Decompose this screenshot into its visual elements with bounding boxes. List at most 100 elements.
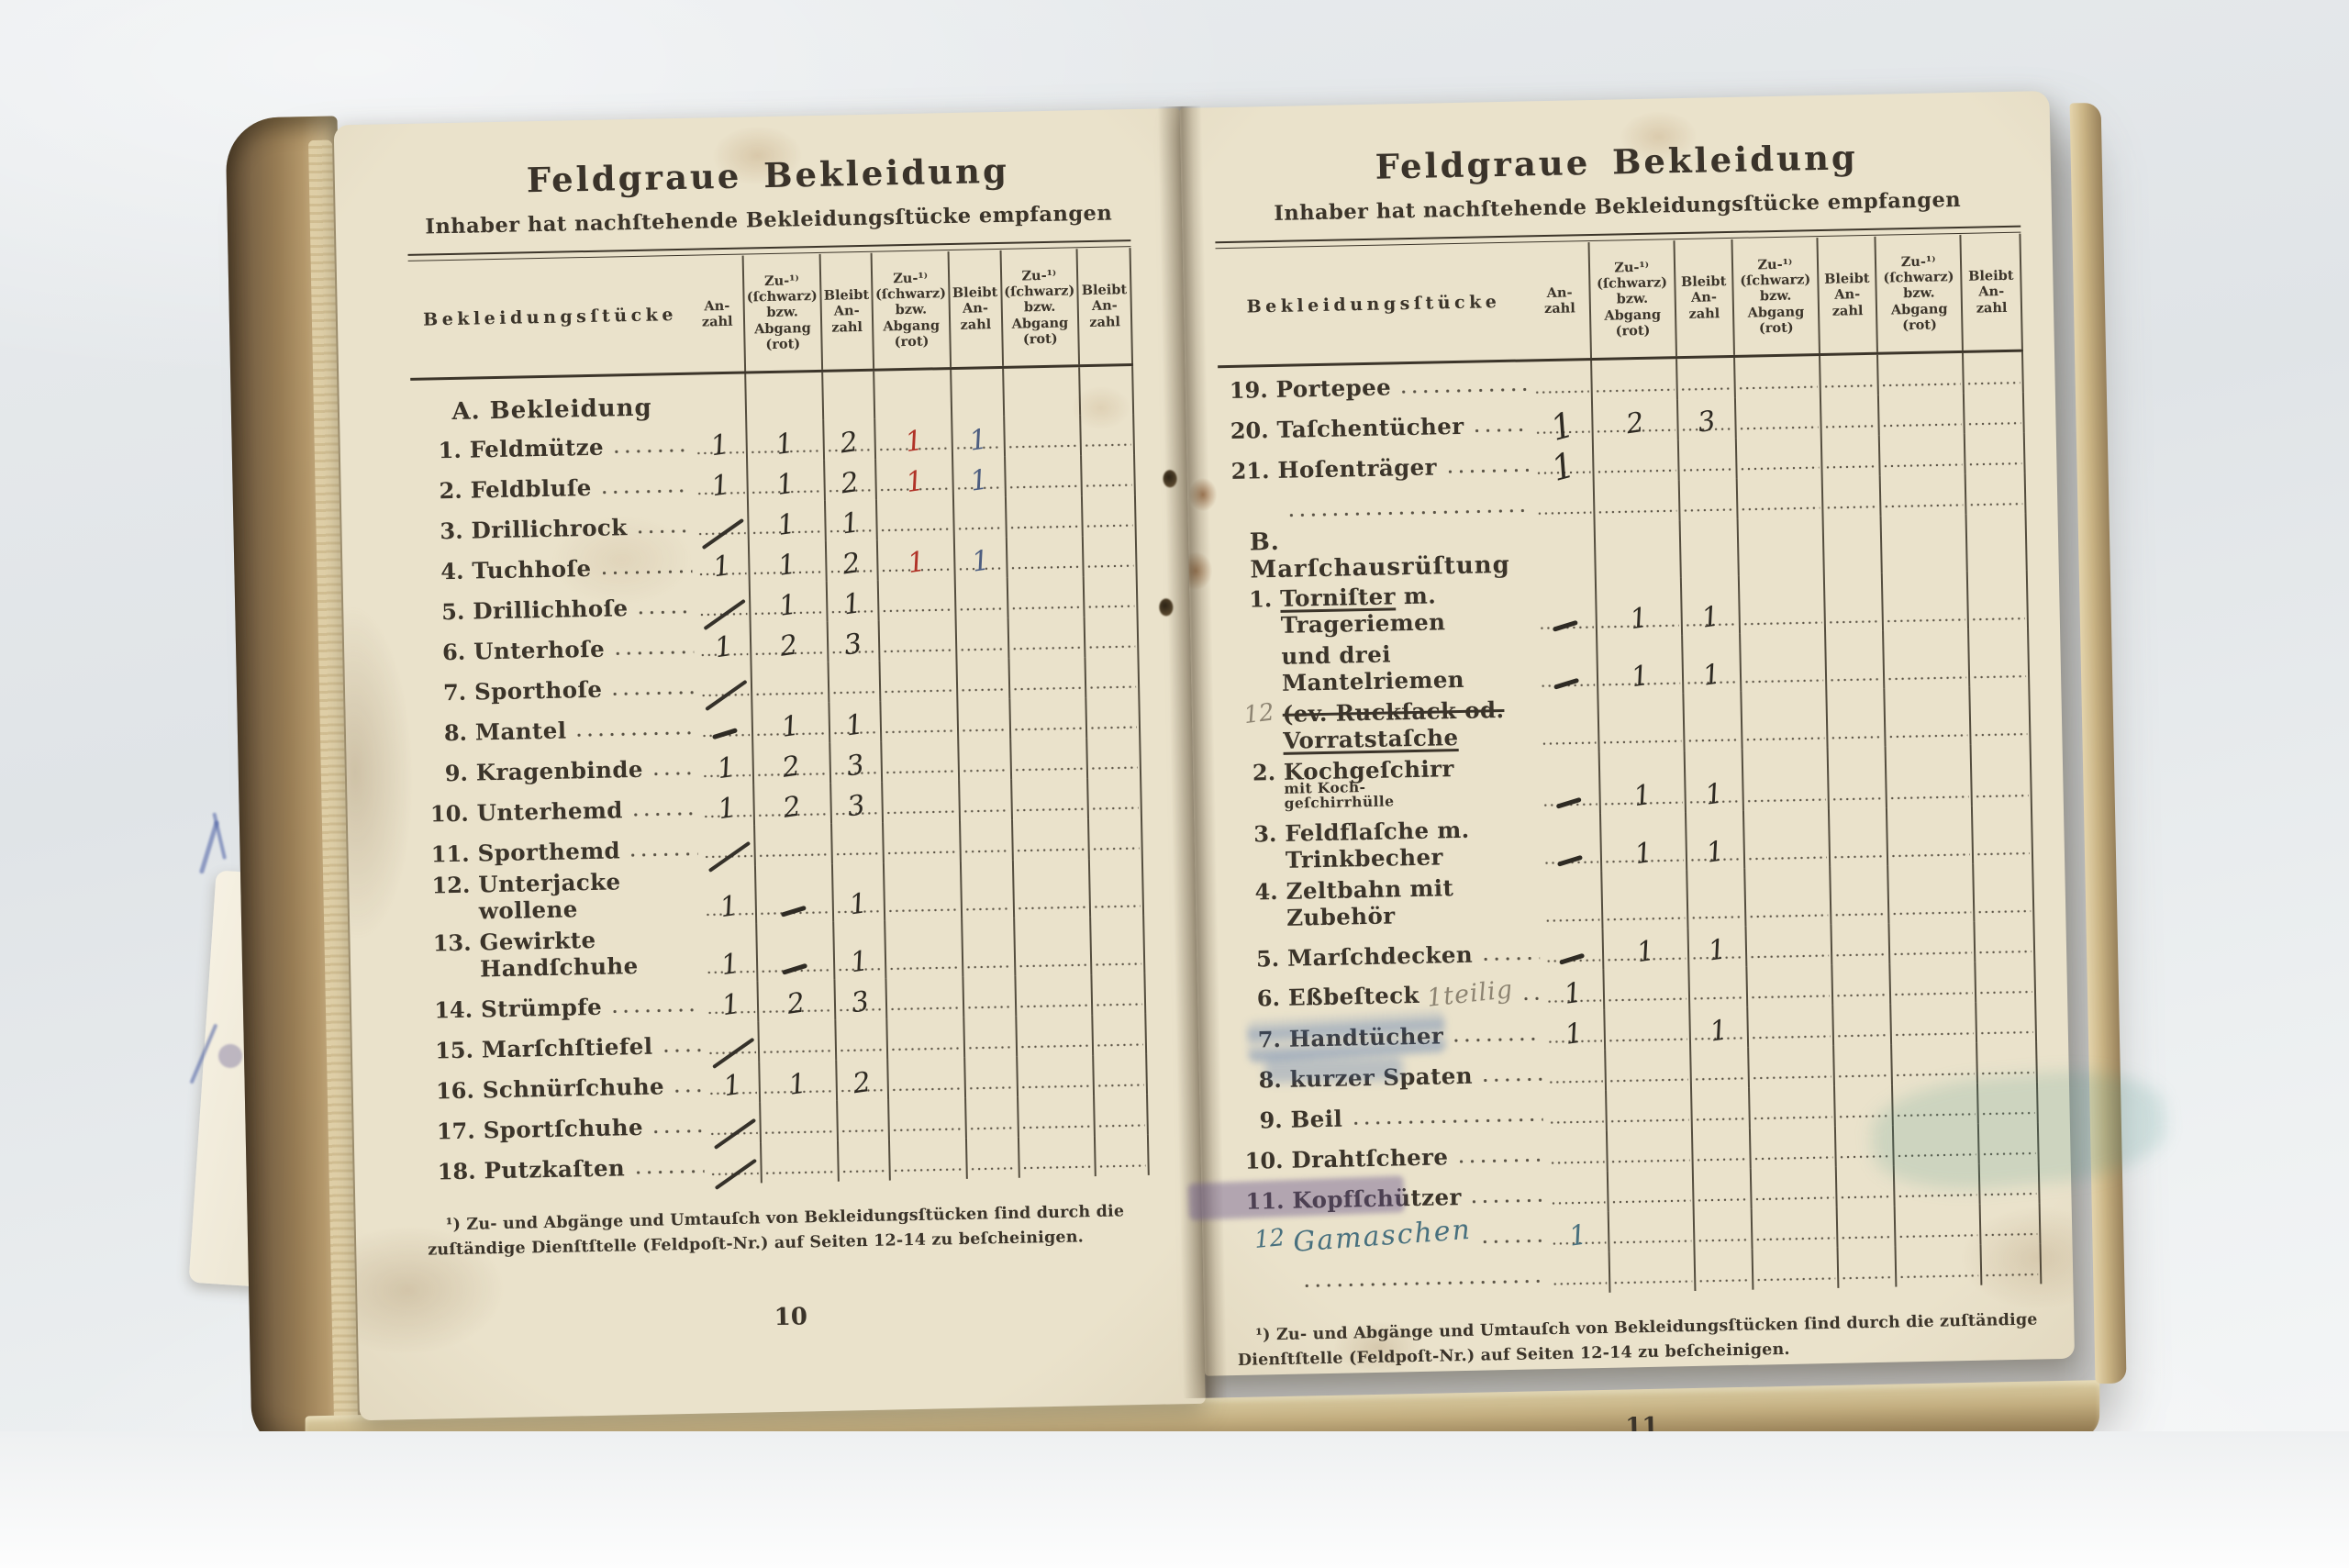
handwritten-value: 1 — [1563, 1016, 1586, 1051]
value-cell: 2 — [1590, 399, 1677, 442]
table-header: Bekleidungsſtücke An- zahl Zu-¹⁾ (ſchwar… — [407, 248, 1134, 381]
value-cell — [744, 372, 822, 422]
value-cell — [696, 584, 750, 625]
page-left: Feldgraue Bekleidung Inhaber hat nachſte… — [333, 107, 1206, 1421]
value-cell: 1 — [747, 540, 826, 584]
value-cell — [1002, 415, 1081, 457]
row-number: 1. — [438, 436, 462, 464]
value-cell — [1546, 1090, 1605, 1131]
item-cell: 2. Kochgeſchirr mit Koch- geſchirrhülle — [1226, 753, 1550, 820]
value-cell — [1535, 522, 1594, 580]
row-number: 17. — [436, 1117, 475, 1145]
row-label: Feldbluſe — [470, 474, 592, 504]
value-cell: 2 — [752, 783, 830, 826]
value-cell — [1093, 1094, 1149, 1137]
handwritten-value: 1 — [721, 1068, 744, 1104]
value-cell — [1541, 813, 1599, 872]
value-cell — [827, 661, 880, 703]
value-cell — [1536, 579, 1595, 638]
value-cell: 1 — [1683, 749, 1742, 812]
value-cell — [1974, 960, 2037, 1003]
value-cell — [956, 698, 1009, 740]
value-cell — [1007, 617, 1085, 659]
value-cell — [1080, 495, 1137, 537]
row-number: 19. — [1229, 376, 1268, 404]
column-header: An- zahl — [701, 297, 733, 330]
label-segment: Mantel — [474, 717, 567, 746]
handwritten-value: 1 — [708, 428, 731, 463]
item-cell: 5. Marſchdecken — [1230, 940, 1544, 977]
value-cell: 1 — [827, 701, 881, 743]
value-cell — [963, 1056, 1017, 1098]
value-cell — [875, 498, 953, 540]
dot-leader — [629, 811, 698, 817]
label-segment: Kragenbinde — [475, 755, 644, 786]
dot-leader — [612, 650, 695, 656]
value-cell — [1087, 857, 1145, 917]
value-cell — [883, 861, 961, 921]
value-cell: 1 — [1545, 1009, 1604, 1051]
value-cell — [1735, 477, 1822, 519]
value-cell — [1086, 776, 1142, 819]
value-cell — [1748, 1126, 1835, 1169]
handwritten-value — [1556, 851, 1586, 871]
label-segment: Zeltbahn mit Zubehör — [1286, 873, 1454, 931]
value-cell: 1 — [1544, 969, 1603, 1010]
value-cell — [1001, 367, 1080, 417]
value-cell: 1 — [1533, 441, 1592, 490]
value-cell — [880, 740, 958, 783]
value-cell — [1963, 432, 2026, 474]
value-cell — [820, 371, 874, 420]
value-cell — [1883, 686, 1970, 747]
handwritten-value: 3 — [1695, 405, 1718, 439]
value-cell — [1675, 357, 1734, 400]
value-cell: 2 — [749, 621, 828, 664]
row-label: Hoſenträger — [1277, 453, 1437, 483]
dot-leader — [1398, 387, 1530, 395]
value-cell — [1540, 752, 1599, 815]
value-cell: 1 — [1549, 1211, 1608, 1252]
label-segment: Sporthemd — [477, 837, 621, 867]
item-cell: 13. Gewirkte Handſchuhe — [421, 925, 719, 988]
value-cell — [882, 820, 960, 863]
value-cell — [1751, 1247, 1838, 1290]
value-cell — [1975, 1000, 2037, 1043]
value-cell — [1887, 921, 1975, 964]
handwritten-value: 1 — [711, 549, 733, 584]
dot-leader — [611, 448, 691, 454]
dot-leader — [598, 569, 693, 575]
item-cell: 21. Hoſenträger — [1219, 451, 1534, 489]
column-header: Zu-¹⁾ (ſchwarz) bzw. Abgang (rot) — [1731, 238, 1819, 355]
handwritten-value: 1 — [1546, 444, 1579, 490]
dot-leader — [628, 851, 699, 858]
value-cell — [1593, 520, 1680, 580]
row-label: Beil — [1290, 1105, 1342, 1132]
value-cell: 3 — [1675, 397, 1735, 440]
value-cell: 2 — [756, 979, 834, 1022]
value-cell — [1818, 354, 1878, 397]
label-segment: 1teilig — [1425, 974, 1515, 1013]
item-cell — [1236, 1278, 1551, 1300]
handwritten-value: 1 — [779, 709, 802, 744]
handwritten-value: 1 — [1631, 778, 1653, 813]
handwritten-value: 1 — [786, 1067, 809, 1102]
handwritten-value: 1 — [774, 427, 796, 462]
value-cell: 1 — [704, 923, 757, 982]
handwritten-value — [707, 1028, 757, 1063]
handwritten-value: 3 — [845, 789, 868, 824]
value-cell — [1542, 871, 1601, 929]
item-cell: 18. Putzkaſten — [426, 1153, 708, 1190]
handwritten-value: 1 — [718, 947, 741, 983]
row-label: Feldflaſche m. Trinkbecher — [1285, 815, 1543, 873]
value-cell — [753, 863, 832, 924]
value-cell — [1972, 862, 2035, 922]
page-subtitle: Inhaber hat nachſtehende Bekleidungsſtüc… — [425, 201, 1113, 239]
handwritten-value: 1 — [1629, 659, 1652, 695]
label-segment: (ev. Ruckſack od. — [1282, 696, 1505, 728]
label-segment: B. Marſchausrüſtung — [1249, 528, 1511, 584]
handwritten-value — [1555, 793, 1585, 813]
value-cell — [1089, 915, 1146, 975]
handwritten-value: 1 — [903, 464, 926, 500]
page-subtitle: Inhaber hat nachſtehende Bekleidungsſtüc… — [1274, 187, 1962, 226]
value-cell — [1087, 817, 1143, 860]
